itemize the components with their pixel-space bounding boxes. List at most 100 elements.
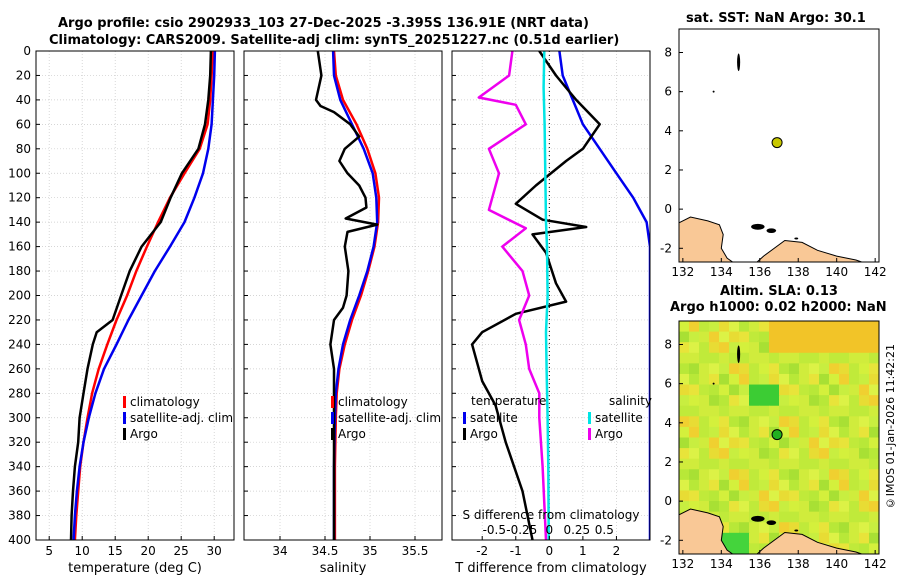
depth-tick-label: 20 [16, 68, 31, 82]
sla-field-cell [719, 532, 730, 545]
sla-field-cell [869, 543, 879, 554]
sla-field-cell [859, 458, 870, 470]
legend-swatch-argo [123, 428, 126, 440]
sla-field-cell [759, 522, 770, 534]
sla-field-cell [779, 321, 790, 333]
sla-field-cell [709, 405, 720, 417]
sla-field-cell [829, 405, 840, 417]
sla-field-cell [759, 363, 770, 375]
sla-field-cell [729, 373, 740, 386]
sla-field-cell [849, 416, 860, 428]
sla-field-cell [759, 416, 770, 428]
sla-field-cell [789, 373, 800, 386]
legend3-temp-satellite: satellite [470, 411, 518, 425]
sla-field-cell [699, 479, 710, 492]
sla-field-cell [869, 458, 879, 470]
sla-field-cell [799, 458, 810, 470]
sla-field-cell [709, 384, 720, 396]
sla-field-cell [759, 458, 770, 470]
sla-field-cell [679, 342, 690, 354]
sla-field-cell [789, 448, 800, 460]
sla-field-cell [739, 426, 750, 439]
sla-field-cell [709, 331, 720, 343]
sla-field-cell [729, 479, 740, 492]
sla-field-cell [809, 479, 820, 492]
sla-field-cell [839, 426, 850, 439]
sla-field-cell [689, 352, 700, 364]
sla-field-cell [839, 490, 850, 502]
sla-field-cell [709, 458, 720, 470]
sla-field-cell [819, 511, 830, 523]
legend-swatch-satellite-adj [123, 412, 126, 424]
sla-field-cell [809, 363, 820, 375]
depth-tick-label: 280 [8, 386, 31, 400]
sla-field-cell [689, 405, 700, 417]
sla-field-cell [849, 437, 860, 449]
sla-field-cell [859, 373, 870, 386]
sla-field-cell [709, 426, 720, 439]
sla-lat-tick-label: 4 [664, 416, 672, 430]
sst-lat-tick-label: 8 [664, 45, 672, 59]
sla-field-cell [859, 342, 870, 354]
sla-field-cell [849, 331, 860, 343]
sla-field-cell [759, 479, 770, 492]
sla-field-cell [769, 352, 780, 364]
sla-field-cell [749, 342, 760, 354]
sla-field-cell [789, 342, 800, 354]
sla-field-cell [839, 469, 850, 481]
sla-field-cell [859, 395, 870, 407]
sla-field-cell [849, 458, 860, 470]
sst-lon-tick-label: 142 [864, 265, 887, 279]
sla-field-cell [679, 331, 690, 343]
sla-field-cell [689, 448, 700, 460]
sla-field-cell [769, 490, 780, 502]
sal-xtick-label: 35 [362, 544, 377, 558]
sla-field-cell [739, 416, 750, 428]
sla-field-cell [789, 416, 800, 428]
sla-field-cell [749, 416, 760, 428]
sla-field-cell [749, 448, 760, 460]
sla-field-cell [779, 373, 790, 386]
sla-field-cell [689, 416, 700, 428]
sla-field-cell [829, 458, 840, 470]
sla-field-cell [709, 448, 720, 460]
sla-field-cell [869, 321, 879, 333]
sla-field-cell [819, 469, 830, 481]
sla-field-cell [779, 511, 790, 523]
legend2-swatch-argo [331, 428, 334, 440]
sst-lat-tick-label: 2 [664, 163, 672, 177]
sla-field-cell [779, 501, 790, 513]
sla-field-cell [769, 458, 780, 470]
depth-tick-label: 120 [8, 191, 31, 205]
sla-field-cell [699, 321, 710, 333]
sla-field-cell [859, 331, 870, 343]
sla-field-cell [869, 479, 879, 492]
sla-field-cell [829, 352, 840, 364]
temp-xlabel: temperature (deg C) [68, 561, 202, 576]
sla-field-cell [789, 458, 800, 470]
sla-field-cell [789, 511, 800, 523]
sla-field-cell [849, 511, 860, 523]
sla-field-cell [729, 384, 740, 396]
diff-secondary-tick-label: 0.25 [563, 523, 590, 537]
sla-field-cell [729, 331, 740, 343]
sla-field-cell [779, 331, 790, 343]
legend2-swatch-satellite-adj [331, 412, 334, 424]
sst-profile-marker [771, 137, 783, 149]
sla-field-cell [849, 501, 860, 513]
sla-field-cell [829, 331, 840, 343]
sla-field-cell [819, 321, 830, 333]
sla-field-cell [769, 501, 780, 513]
sla-field-cell [769, 532, 780, 545]
sst-lon-tick-label: 134 [710, 265, 733, 279]
sla-field-cell [839, 458, 850, 470]
sla-field-cell [769, 469, 780, 481]
sla-field-cell [789, 405, 800, 417]
sla-field-cell [839, 363, 850, 375]
depth-tick-label: 200 [8, 289, 31, 303]
sla-field-cell [679, 437, 690, 449]
sla-field-cell [749, 405, 760, 417]
sla-field-cell [679, 352, 690, 364]
sla-field-cell [789, 352, 800, 364]
sla-field-cell [819, 448, 830, 460]
